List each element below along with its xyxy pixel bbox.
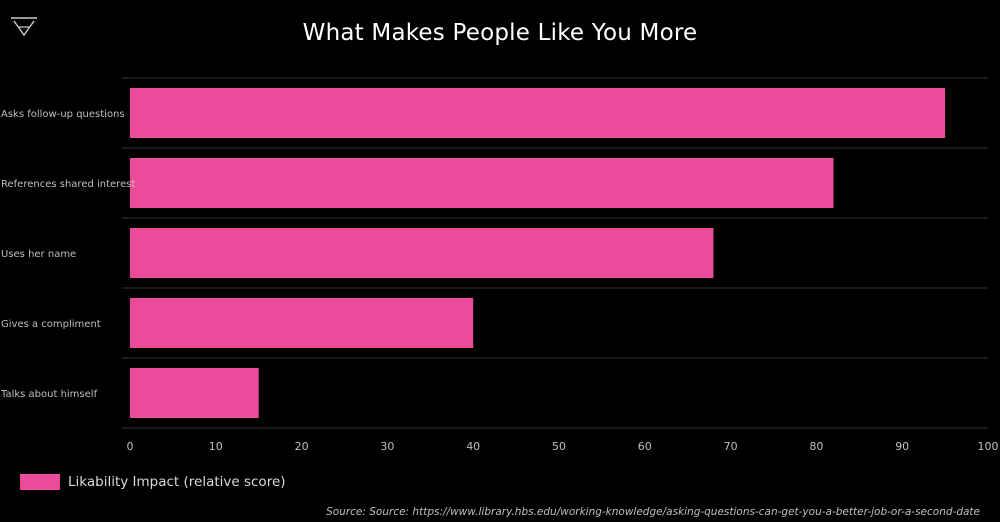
bar-chart: Asks follow-up questions References share… [0,77,999,453]
x-tick-label: 20 [295,440,309,453]
x-tick-label: 50 [552,440,566,453]
bar [130,88,946,138]
x-tick-label: 0 [127,440,134,453]
x-tick-label: 60 [638,440,652,453]
bar [130,158,834,208]
x-tick-label: 100 [978,440,999,453]
category-label: Uses her name [1,249,76,260]
legend-swatch [20,474,60,490]
category-label: Asks follow-up questions [1,109,125,120]
bar [130,368,259,418]
legend-label: Likability Impact (relative score) [68,474,286,490]
x-tick-label: 10 [209,440,223,453]
source-note: Source: Source: https://www.library.hbs.… [326,506,980,518]
legend: Likability Impact (relative score) [20,474,286,490]
category-label: Talks about himself [0,389,98,400]
x-tick-label: 90 [895,440,909,453]
x-tick-label: 70 [724,440,738,453]
logo-icon [11,17,37,37]
category-label: Gives a compliment [1,319,101,330]
bar [130,228,714,278]
x-tick-label: 40 [466,440,480,453]
category-label: References shared interest [1,179,135,190]
x-tick-label: 30 [380,440,394,453]
bar [130,298,474,348]
chart-title: What Makes People Like You More [302,20,698,46]
x-tick-label: 80 [809,440,823,453]
